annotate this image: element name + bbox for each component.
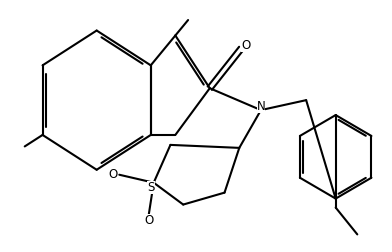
Text: S: S — [147, 181, 155, 194]
Text: N: N — [256, 100, 265, 113]
Text: O: O — [241, 39, 250, 52]
Text: O: O — [144, 214, 153, 227]
Text: O: O — [109, 168, 118, 181]
